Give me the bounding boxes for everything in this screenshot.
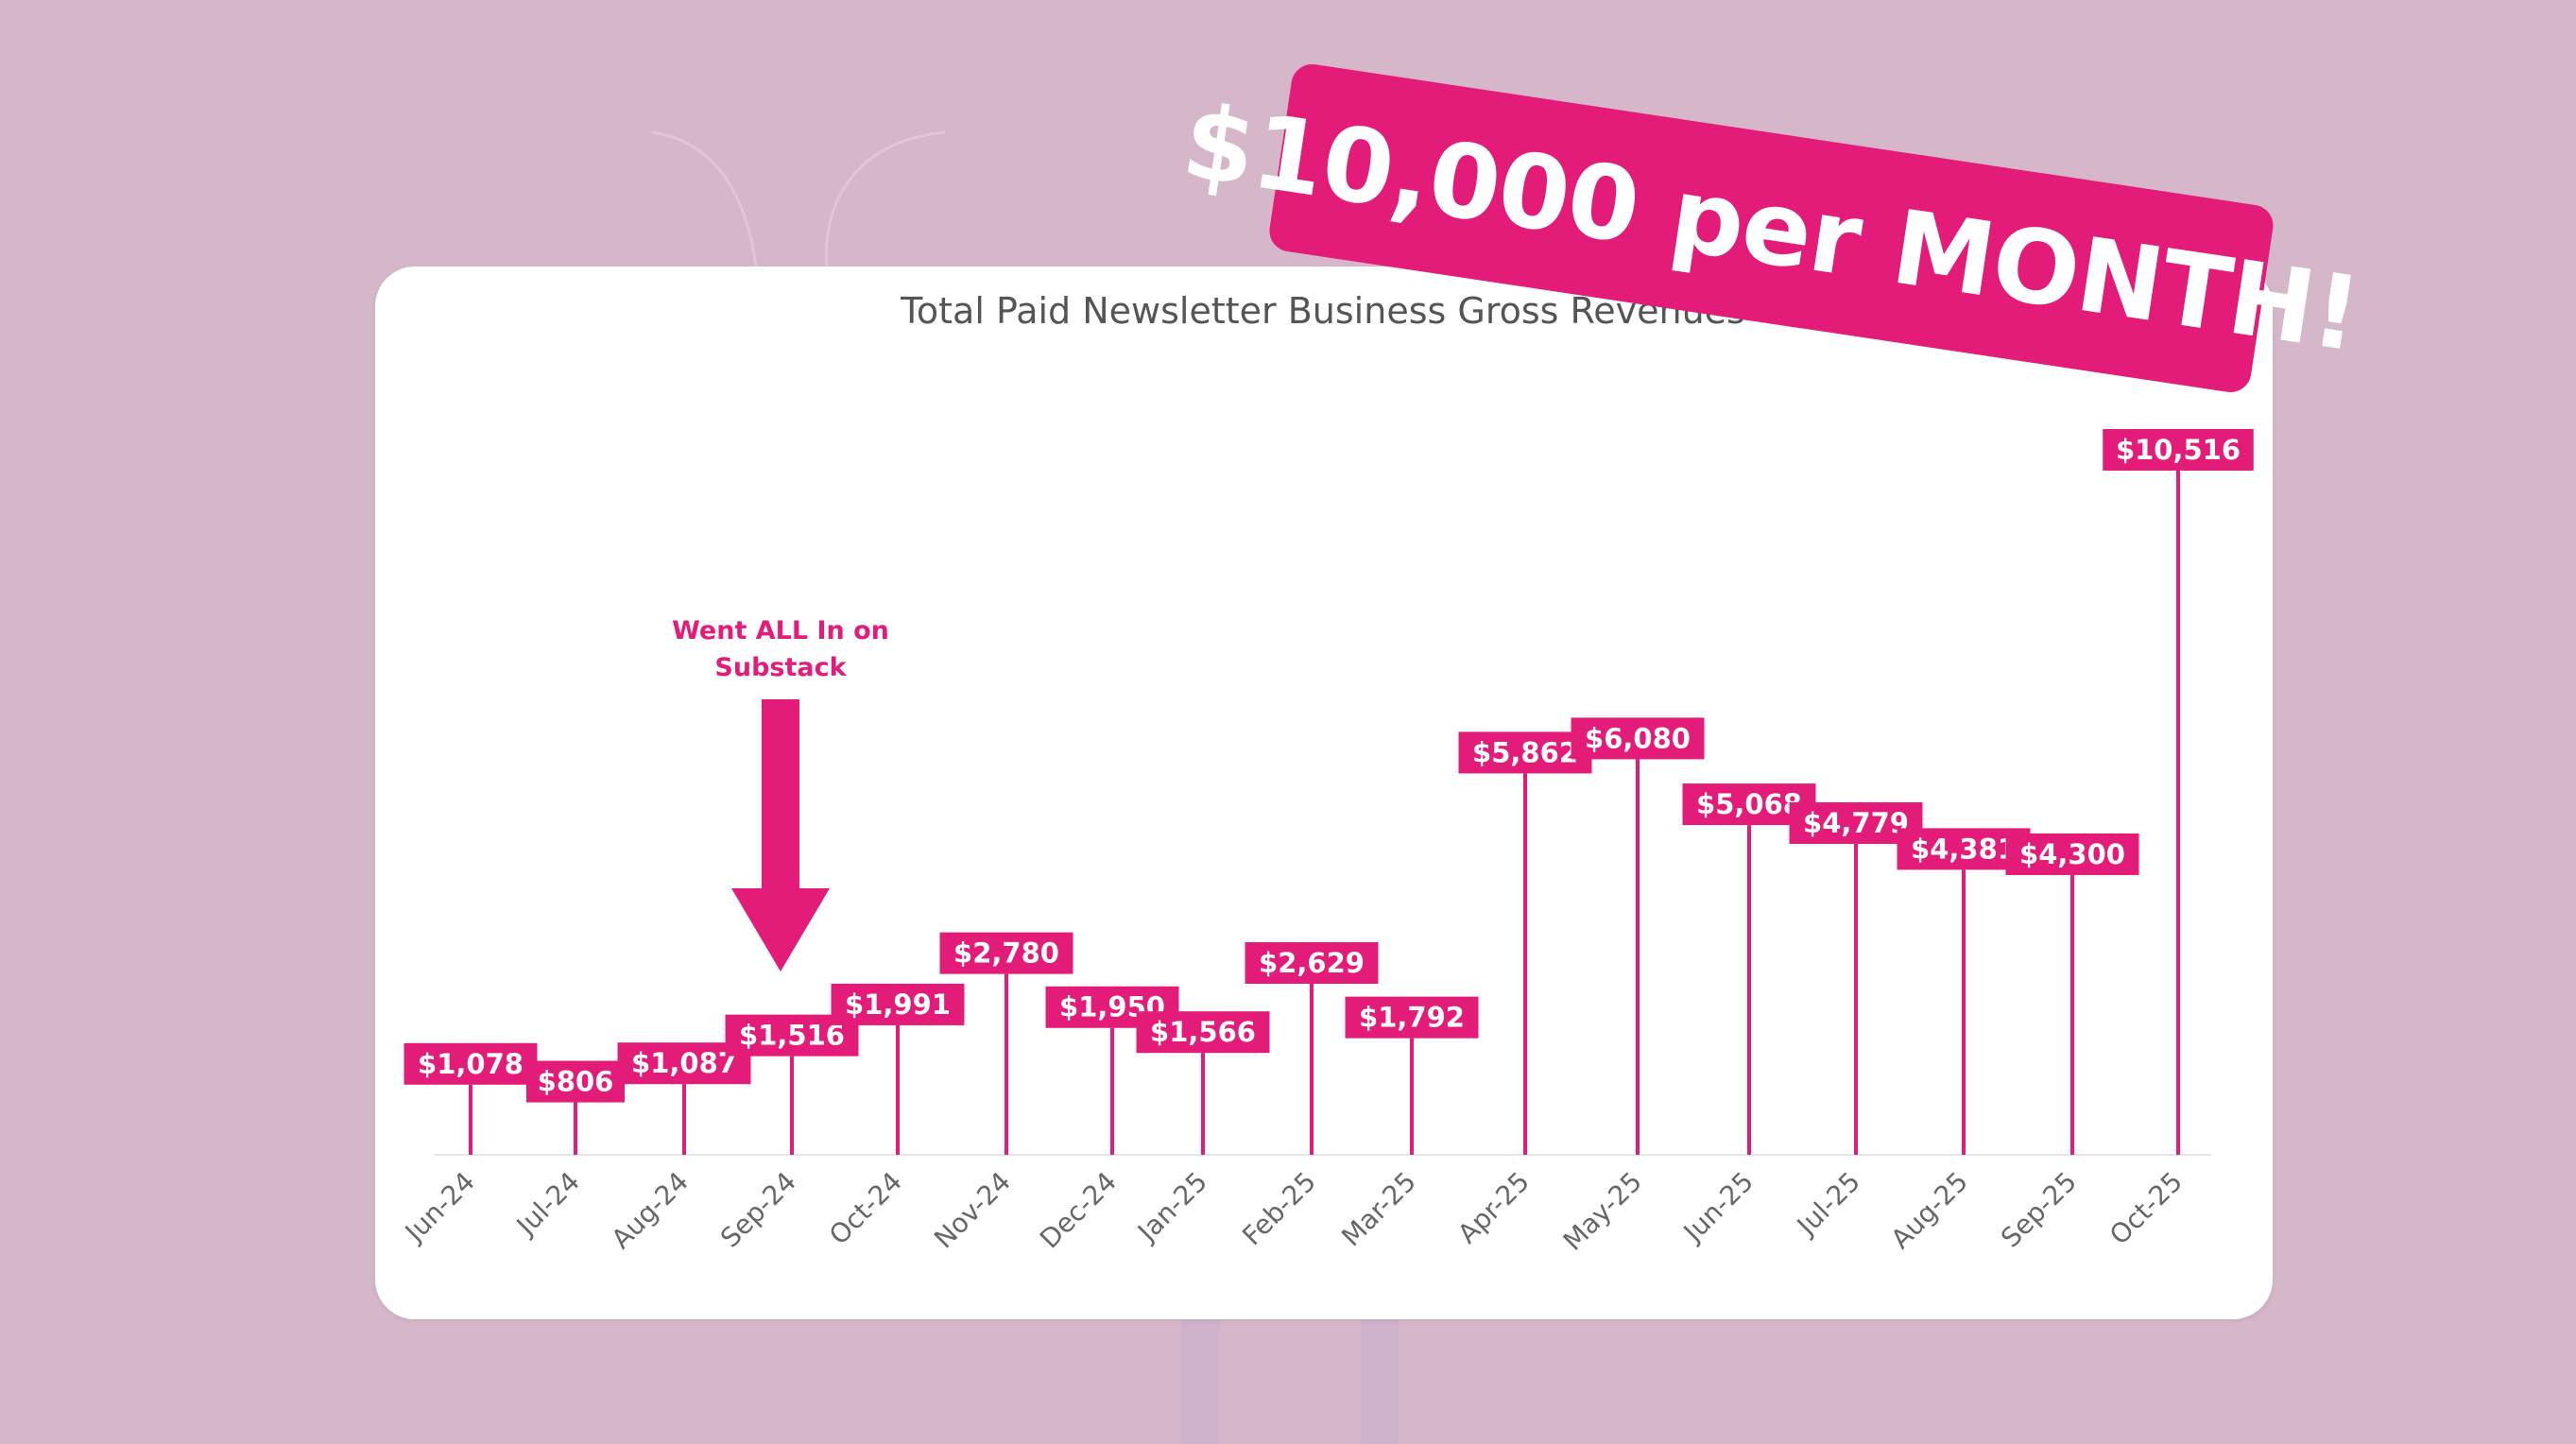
data-label-Aug-25: $4,381 [1911, 833, 2017, 865]
x-tick-label: May-25 [1557, 1166, 1648, 1257]
x-tick-label: Jul-24 [509, 1166, 586, 1243]
annotation: Went ALL In on Substack [672, 616, 889, 971]
x-tick-label: Sep-24 [714, 1166, 802, 1254]
data-label-box-Sep-25 [2005, 833, 2139, 875]
data-label-box-Oct-24 [831, 983, 965, 1025]
x-tick-label: Oct-25 [2104, 1166, 2189, 1251]
data-label-Jan-25: $1,566 [1150, 1016, 1256, 1048]
x-tick-label: Oct-24 [823, 1166, 908, 1251]
x-tick-label: Jun-25 [1676, 1166, 1760, 1249]
annotation-arrow [731, 699, 830, 971]
data-label-Jun-25: $5,068 [1696, 788, 1802, 820]
data-label-Jul-25: $4,779 [1803, 807, 1909, 839]
data-label-box-Jul-24 [526, 1060, 625, 1103]
data-label-Nov-24: $2,780 [953, 937, 1059, 970]
data-label-Oct-24: $1,991 [845, 988, 951, 1021]
x-tick-label: Nov-24 [928, 1166, 1017, 1255]
data-label-Sep-25: $4,300 [2019, 838, 2125, 870]
data-label-Mar-25: $1,792 [1359, 1002, 1465, 1034]
annotation-line-1: Went ALL In on [672, 616, 889, 645]
annotation-line-2: Substack [714, 653, 847, 682]
data-label-box-Nov-24 [939, 932, 1073, 974]
x-tick-label: Sep-25 [1995, 1166, 2083, 1254]
chart-card [375, 266, 2273, 1319]
data-label-box-Mar-25 [1345, 996, 1479, 1039]
x-tick-label: Mar-25 [1335, 1166, 1422, 1253]
data-label-Jul-24: $806 [538, 1066, 614, 1098]
data-label-Feb-25: $2,629 [1259, 947, 1365, 979]
data-label-box-May-25 [1571, 717, 1705, 760]
data-label-Apr-25: $5,862 [1472, 736, 1578, 768]
data-label-box-Apr-25 [1458, 731, 1592, 774]
x-tick-label: Jun-24 [398, 1166, 481, 1249]
data-label-May-25: $6,080 [1585, 722, 1691, 754]
x-tick-label: Aug-25 [1885, 1166, 1974, 1255]
data-label-box-Feb-25 [1245, 942, 1379, 984]
x-tick-label: Aug-24 [606, 1166, 695, 1255]
data-label-Oct-25: $10,516 [2116, 434, 2241, 466]
x-tick-label: Jul-25 [1790, 1166, 1866, 1243]
data-label-box-Jun-24 [404, 1042, 538, 1085]
data-label-Sep-24: $1,516 [739, 1020, 845, 1052]
chart-marks: $1,078 Jun-24 $806 Jul-24 $1,087 Aug-24 $1,516… [398, 429, 2254, 1257]
data-label-box-Jan-25 [1136, 1011, 1270, 1054]
x-tick-label: Feb-25 [1236, 1166, 1322, 1252]
x-tick-label: Apr-25 [1451, 1166, 1536, 1250]
data-label-Jun-24: $1,078 [418, 1048, 524, 1080]
x-tick-label: Dec-24 [1034, 1166, 1123, 1255]
data-label-Aug-24: $1,087 [631, 1047, 737, 1079]
x-tick-label: Jan-25 [1130, 1166, 1213, 1249]
data-label-box-Oct-25 [2103, 429, 2254, 471]
